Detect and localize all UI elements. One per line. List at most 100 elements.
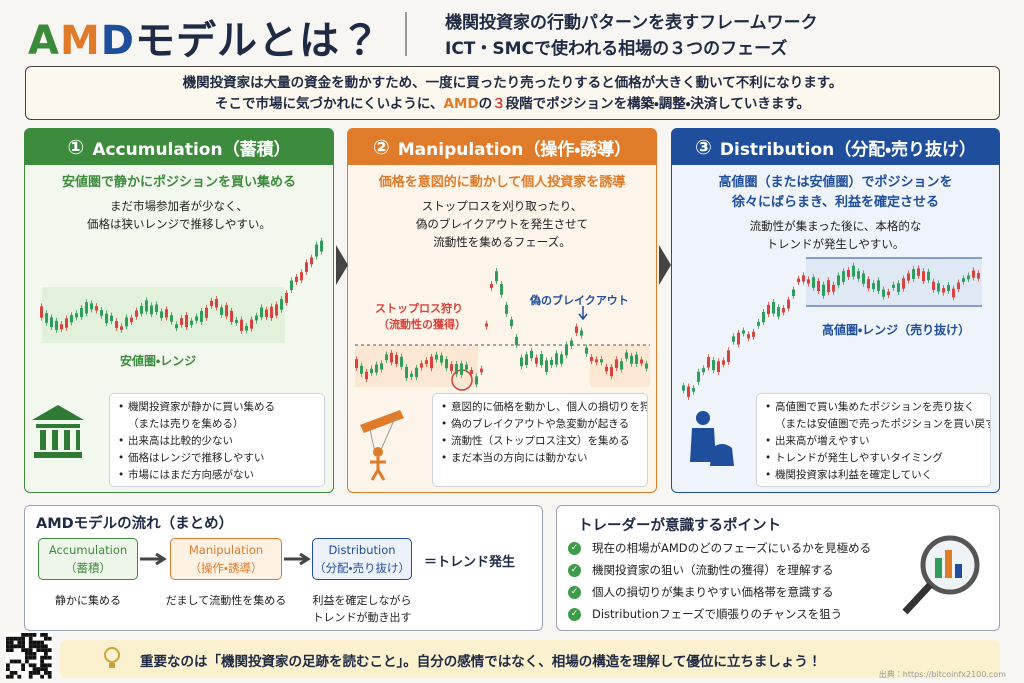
qr-cell bbox=[47, 671, 52, 675]
qr-cell bbox=[6, 644, 10, 649]
qr-cell bbox=[40, 659, 44, 664]
bullet-text: 市場にはまだ方向感がない bbox=[128, 469, 254, 481]
check-icon: ✓ bbox=[568, 564, 581, 577]
qr-cell bbox=[9, 648, 14, 652]
qr-cell bbox=[44, 655, 48, 660]
qr-cell bbox=[9, 671, 14, 675]
check-icon: ✓ bbox=[568, 586, 581, 599]
qr-cell bbox=[25, 652, 29, 656]
bullet-dot: • bbox=[765, 435, 772, 447]
bullet-text: 意図的に価格を動かし、個人の損切りを狩る bbox=[451, 401, 648, 413]
phase-number: ③ bbox=[694, 135, 712, 159]
phase-panel: ① Accumulation（蓄積） 安値圏で静かにポジションを買い集める まだ市場参… bbox=[24, 128, 334, 493]
qr-cell bbox=[32, 644, 37, 649]
phase-header: ③ Distribution（分配・売り抜け） bbox=[672, 129, 999, 165]
qr-cell bbox=[36, 640, 41, 645]
qr-cell bbox=[6, 636, 10, 641]
qr-cell bbox=[44, 648, 48, 652]
qr-cell bbox=[36, 644, 41, 649]
qr-cell bbox=[25, 659, 29, 664]
qr-cell bbox=[44, 667, 48, 671]
qr-cell bbox=[9, 659, 14, 664]
bullet: • 機関投資家が静かに買い集める bbox=[118, 399, 316, 416]
description-line: トレンドが発生しやすい。 bbox=[766, 237, 905, 251]
description-line: ストップロスを刈り取ったり、 bbox=[421, 199, 583, 213]
flow-step-sub: （分配・売り抜け） bbox=[314, 561, 410, 575]
bullet-box: • 高値圏で買い集めたポジションを売り抜く （または安値圏で売ったポジションを買い戻… bbox=[756, 393, 991, 487]
qr-cell bbox=[6, 667, 10, 671]
qr-cell bbox=[28, 671, 33, 675]
bullet-dot: • bbox=[441, 401, 448, 413]
chart-label: （流動性の獲得） bbox=[378, 318, 466, 331]
qr-cell bbox=[44, 671, 48, 675]
intro-line: 機関投資家は大量の資金を動かすため、一度に買ったり売ったりすると価格が大きく動い… bbox=[182, 75, 843, 91]
bullet-text: （または売りを集める） bbox=[128, 418, 244, 430]
bullet-dot: • bbox=[765, 401, 772, 413]
qr-cell bbox=[21, 636, 25, 641]
qr-cell bbox=[21, 640, 25, 645]
bullet-box: • 機関投資家が静かに買い集める （または売りを集める） • 出来高は比較的少ない • 価格… bbox=[109, 393, 325, 487]
qr-cell bbox=[28, 644, 33, 649]
intro-line: そこで市場に気づかれにくいように、AMDの３段階でポジションを構築・調整・決済し… bbox=[26, 94, 999, 115]
bullet: • 意図的に価格を動かし、個人の損切りを狩る bbox=[441, 399, 647, 416]
check-icon: ✓ bbox=[568, 608, 581, 621]
qr-cell bbox=[9, 644, 14, 649]
qr-cell bbox=[40, 655, 44, 660]
qr-cell bbox=[13, 644, 18, 649]
phase-description: ストップロスを刈り取ったり、 偽のブレイクアウトを発生させて 流動性を集めるフェーズ… bbox=[348, 197, 656, 251]
intro-box: 機関投資家は大量の資金を動かすため、一度に買ったり売ったりすると価格が大きく動い… bbox=[25, 66, 1000, 120]
bullet: • 流動性（ストップロス注文）を集める bbox=[441, 433, 639, 450]
intro-text: 機関投資家は大量の資金を動かすため、一度に買ったり売ったりすると価格が大きく動い… bbox=[26, 73, 999, 115]
qr-cell bbox=[9, 636, 14, 641]
bullet-dot: • bbox=[765, 469, 772, 481]
qr-cell bbox=[32, 663, 37, 668]
flow-caption: 静かに集める bbox=[55, 594, 121, 607]
bullet: • 偽のブレイクアウトや急変動が起きる bbox=[441, 416, 639, 433]
bullet-dot: • bbox=[118, 401, 125, 413]
qr-cell bbox=[17, 640, 22, 645]
flow-step-sub: （蓄積） bbox=[65, 561, 111, 575]
qr-cell bbox=[28, 633, 33, 637]
bullet-text: 高値圏で買い集めたポジションを売り抜く bbox=[775, 401, 975, 413]
phase-description: まだ市場参加者が少なく、 価格は狭いレンジで推移しやすい。 bbox=[25, 197, 333, 233]
bullet-dot: • bbox=[118, 469, 125, 481]
points-title: トレーダーが意識するポイント bbox=[578, 518, 781, 534]
bullet: • まだ本当の方向には動かない bbox=[441, 450, 639, 467]
qr-cell bbox=[36, 667, 41, 671]
flow-caption: だまして流動性を集める bbox=[165, 594, 287, 607]
bullet: （または売りを集める） bbox=[118, 416, 316, 433]
qr-cell bbox=[21, 663, 25, 668]
bullet-dot: • bbox=[118, 435, 125, 447]
qr-cell bbox=[36, 648, 41, 652]
qr-cell bbox=[40, 667, 44, 671]
subtitle: 機関投資家の行動パターンを表すフレームワーク bbox=[445, 13, 818, 33]
bullet-dot: • bbox=[765, 452, 772, 464]
qr-cell bbox=[9, 674, 14, 679]
phase-text: 価格を意図的に動かして個人投資家を誘導 ストップロスを刈り取ったり、 偽のブレイクア… bbox=[348, 173, 656, 251]
flow-caption: 利益を確定しながら bbox=[312, 594, 412, 607]
qr-cell bbox=[44, 652, 48, 656]
qr-cell bbox=[47, 648, 52, 652]
flow-caption: トレンドが動き出す bbox=[312, 611, 412, 624]
qr-cell bbox=[28, 663, 33, 668]
phase-number: ② bbox=[372, 135, 390, 159]
phase-headline: 徐々にばらまき、利益を確定させる bbox=[731, 195, 940, 210]
qr-cell bbox=[32, 655, 37, 660]
phase-description: 流動性が集まった後に、本格的な トレンドが発生しやすい。 bbox=[672, 217, 999, 253]
bullet-text: 流動性（ストップロス注文）を集める bbox=[451, 435, 630, 447]
bullet: • トレンドが発生しやすいタイミング bbox=[765, 450, 982, 467]
qr-cell bbox=[40, 633, 44, 637]
bullet-text: 偽のブレイクアウトや急変動が起きる bbox=[451, 418, 630, 430]
bullet-dot: • bbox=[441, 435, 448, 447]
phase-arrow bbox=[659, 245, 671, 285]
chart-label: 安値圏・レンジ bbox=[120, 354, 197, 368]
description-line: 流動性が集まった後に、本格的な bbox=[749, 219, 922, 233]
bullet-dot: • bbox=[441, 452, 448, 464]
text: の bbox=[478, 96, 493, 112]
qr-cell bbox=[40, 640, 44, 645]
qr-cell bbox=[28, 674, 33, 679]
title-letter: A bbox=[28, 18, 60, 64]
qr-cell bbox=[21, 644, 25, 649]
qr-cell bbox=[17, 674, 22, 679]
bullet: • 価格はレンジで推移しやすい bbox=[118, 450, 316, 467]
